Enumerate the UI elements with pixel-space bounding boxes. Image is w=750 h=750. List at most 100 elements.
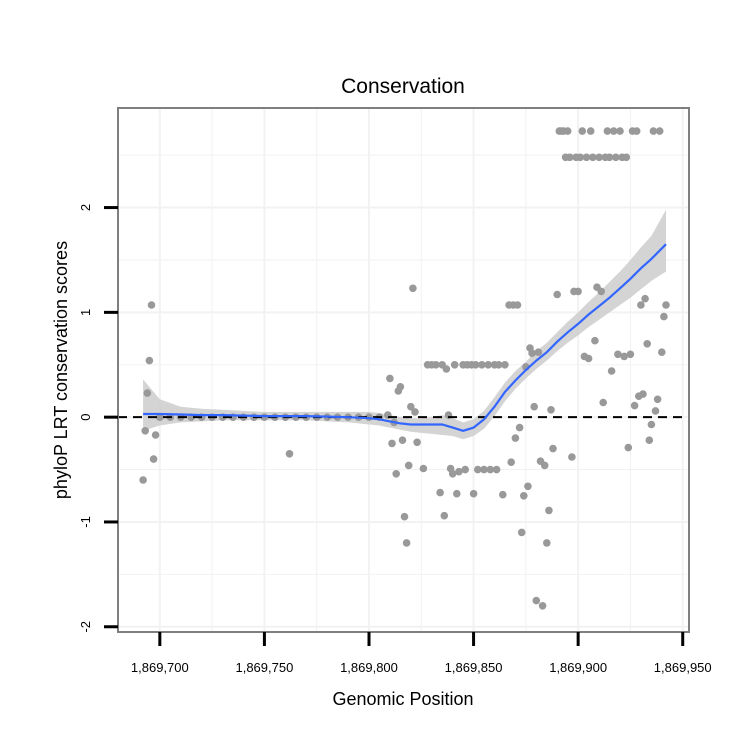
data-point xyxy=(513,301,522,309)
data-point xyxy=(538,602,547,610)
y-tick-label: 0 xyxy=(78,414,93,421)
y-axis-label: phyloP LRT conservation scores xyxy=(51,241,71,499)
data-point xyxy=(141,427,149,435)
data-point xyxy=(520,492,528,500)
data-point xyxy=(524,482,532,491)
x-tick-label: 1,869,700 xyxy=(131,660,189,675)
data-point xyxy=(494,361,503,369)
y-axis: -2 -1 0 1 2 xyxy=(78,204,118,633)
data-point xyxy=(534,348,543,357)
data-point xyxy=(540,461,549,470)
data-point xyxy=(501,361,509,369)
data-point xyxy=(549,444,557,453)
data-point xyxy=(480,465,488,474)
chart-title: Conservation xyxy=(341,75,465,98)
y-tick-label: 2 xyxy=(78,204,93,211)
data-point xyxy=(609,127,618,135)
data-point xyxy=(442,365,451,373)
data-point xyxy=(486,465,495,474)
data-point xyxy=(547,406,555,414)
data-point xyxy=(566,153,574,162)
data-point xyxy=(641,294,649,303)
data-point xyxy=(151,431,160,439)
x-tick-label: 1,869,800 xyxy=(340,660,398,675)
data-point xyxy=(484,361,493,369)
data-point xyxy=(532,596,541,605)
line-layer xyxy=(118,243,689,432)
data-point xyxy=(603,127,612,135)
data-point xyxy=(436,488,444,497)
data-point xyxy=(637,301,645,309)
data-point xyxy=(515,423,524,432)
data-point xyxy=(474,465,482,474)
grid xyxy=(118,108,689,632)
x-tick-label: 1,869,900 xyxy=(549,660,607,675)
data-point xyxy=(647,420,656,429)
data-point xyxy=(404,461,413,470)
y-tick-label: -2 xyxy=(78,621,93,633)
data-point xyxy=(582,153,591,162)
data-point xyxy=(622,153,631,162)
data-point xyxy=(145,356,154,365)
data-point xyxy=(402,539,411,547)
data-point xyxy=(149,455,158,463)
data-point xyxy=(589,153,597,162)
data-point xyxy=(543,539,551,547)
data-point xyxy=(448,470,457,478)
data-point xyxy=(578,127,587,135)
data-point xyxy=(624,443,633,452)
data-point xyxy=(658,348,666,357)
data-point xyxy=(645,436,654,445)
data-point xyxy=(553,290,561,299)
data-point xyxy=(576,153,584,162)
data-point xyxy=(156,413,164,422)
data-point xyxy=(662,301,670,309)
data-point xyxy=(396,383,405,391)
data-point xyxy=(440,511,449,520)
data-point xyxy=(453,489,461,498)
data-point xyxy=(530,402,538,411)
data-point xyxy=(478,361,486,369)
data-point xyxy=(469,489,478,498)
x-tick-label: 1,869,950 xyxy=(654,660,712,675)
data-point xyxy=(653,395,662,404)
data-point xyxy=(563,127,572,135)
x-tick-label: 1,869,750 xyxy=(235,660,293,675)
points-layer xyxy=(139,127,670,610)
data-point xyxy=(471,361,480,369)
data-point xyxy=(147,301,156,309)
data-point xyxy=(139,476,147,484)
data-point xyxy=(400,512,409,521)
data-point xyxy=(398,436,407,445)
data-point xyxy=(620,352,628,361)
data-point xyxy=(660,312,668,321)
data-point xyxy=(511,434,520,442)
data-point xyxy=(545,506,553,515)
data-point xyxy=(492,465,501,474)
y-tick-label: 1 xyxy=(78,309,93,316)
data-point xyxy=(597,287,605,296)
x-axis: 1,869,700 1,869,750 1,869,800 1,869,850 1,86… xyxy=(131,632,712,675)
data-point xyxy=(517,528,526,537)
data-point xyxy=(655,127,664,135)
data-point xyxy=(413,438,421,447)
x-axis-label: Genomic Position xyxy=(332,689,473,709)
x-tick-label: 1,869,850 xyxy=(445,660,503,675)
data-point xyxy=(639,390,647,398)
data-point xyxy=(651,407,660,415)
data-point xyxy=(411,408,419,416)
data-point xyxy=(626,350,635,359)
data-point xyxy=(607,367,616,375)
data-point xyxy=(591,336,599,345)
data-point xyxy=(507,458,515,467)
data-point xyxy=(419,464,428,473)
data-point xyxy=(392,470,401,478)
data-point xyxy=(595,153,603,162)
data-point xyxy=(499,490,507,499)
data-point xyxy=(632,127,641,135)
data-point xyxy=(584,354,593,363)
data-point xyxy=(455,467,463,476)
data-point xyxy=(643,340,651,348)
